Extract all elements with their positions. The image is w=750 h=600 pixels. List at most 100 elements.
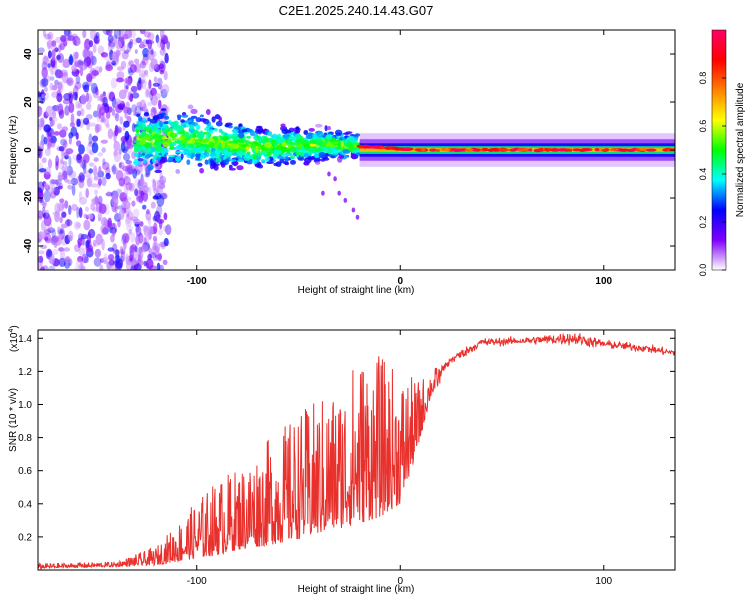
noise-blob [129,250,135,261]
band-blob [280,123,286,128]
noise-blob [142,56,149,66]
noise-blob [125,212,130,218]
band-blob [282,153,288,157]
noise-blob [90,183,99,188]
noise-blob [111,228,116,237]
noise-blob [160,192,168,200]
band-blob [161,113,165,116]
band-blob [309,139,317,144]
noise-blob [50,179,59,185]
noise-blob [128,182,135,192]
band-blob [289,146,297,153]
noise-blob [93,157,99,162]
band-blob [216,147,221,152]
noise-blob [58,44,62,53]
noise-blob [111,60,116,66]
noise-blob [83,43,91,50]
noise-blob [114,101,119,113]
noise-blob [68,170,77,179]
noise-blob [148,79,152,90]
snr-y-multiplier-close: ) [9,325,20,328]
band-blob [295,126,300,131]
noise-blob [101,227,109,235]
band-blob [215,157,222,163]
noise-blob [107,128,114,139]
noise-blob [139,259,144,266]
noise-blob [159,30,165,40]
noise-blob [147,253,152,261]
y-tick-label: 0.4 [18,499,32,510]
band-blob [261,137,268,144]
noise-blob [125,225,134,232]
band-blob [303,161,309,166]
noise-blob [100,139,109,144]
band-blob [225,122,233,126]
band-blob [301,139,308,143]
noise-blob [93,175,99,181]
noise-blob [124,30,133,39]
band-blob [134,152,139,158]
noise-blob [136,101,142,108]
noise-blob [143,260,147,267]
noise-blob [107,91,114,102]
noise-blob [113,249,121,255]
noise-blob [51,40,57,47]
band-blob [257,128,264,133]
noise-blob [69,122,75,128]
noise-blob [78,172,85,183]
noise-blob [144,69,149,75]
noise-blob [152,256,159,261]
ridge-peak [450,148,458,152]
band-blob [343,132,350,135]
band-blob [193,142,201,146]
noise-blob [143,31,151,38]
y-tick-label: 0.8 [18,433,32,444]
noise-blob [139,235,147,246]
ridge-peak [594,148,600,152]
noise-blob [71,33,78,39]
noise-blob [101,238,105,251]
noise-blob [120,141,126,152]
noise-blob [96,111,100,123]
noise-blob [77,102,83,109]
noise-blob [138,69,146,79]
band-blob [252,136,257,140]
noise-blob [130,243,137,251]
noise-blob [140,178,144,187]
band-blob [134,145,139,151]
noise-blob [147,39,153,50]
noise-blob [85,244,94,252]
noise-blob [130,232,136,243]
noise-blob [92,239,97,247]
noise-blob [119,116,124,125]
band-blob [145,133,149,138]
x-tick-label: 100 [595,576,612,587]
band-blob [171,137,178,141]
spectrogram-y-ticks: -40 -20 0 20 40 [23,48,675,253]
noise-blob [58,70,64,79]
noise-blob [44,226,52,232]
band-blob [210,147,216,152]
noise-blob [56,123,63,130]
y-tick-label: 20 [23,96,34,108]
noise-blob [73,39,77,45]
band-blob [342,149,351,155]
band-blob [156,156,162,161]
band-blob [181,150,190,154]
band-blob [251,159,258,165]
noise-blob [52,105,60,113]
band-blob [252,154,258,161]
noise-blob [44,167,52,175]
band-blob [307,157,315,161]
noise-blob [148,248,152,255]
noise-blob [91,82,98,94]
band-blob [185,135,192,138]
noise-blob [70,113,75,125]
noise-blob [97,152,104,157]
noise-blob [83,84,90,93]
band-blob [295,133,301,140]
band-blob [154,169,162,174]
noise-blob [43,91,49,101]
noise-blob [81,159,87,170]
band-blob [294,130,299,134]
